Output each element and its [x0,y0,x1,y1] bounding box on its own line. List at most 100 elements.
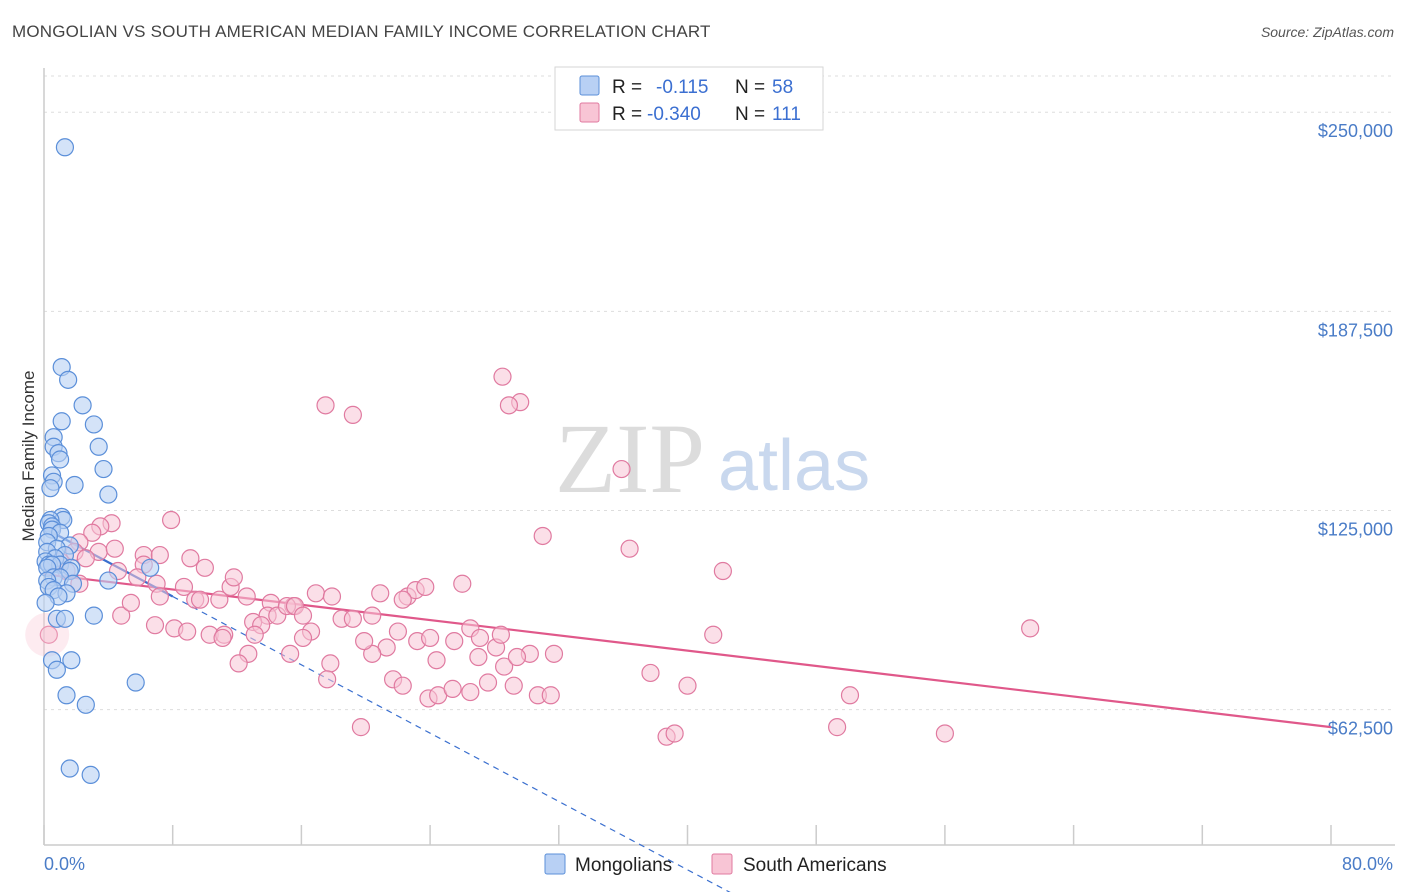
south-american-point [322,587,342,606]
south-american-point [195,558,214,577]
south-american-point [470,628,490,648]
south-american-point [245,625,264,644]
y-tick-label: $187,500 [1318,320,1393,340]
mongolian-point [57,686,76,705]
south-american-point [478,673,498,692]
x-tick-label-min: 0.0% [44,854,85,874]
south-american-point [321,654,340,673]
watermark-atlas: atlas [718,426,870,506]
mongolian-point [84,606,103,625]
south-american-point [306,584,325,603]
mongolian-point [99,571,118,590]
south-american-point [469,647,488,667]
south-american-point [491,625,510,644]
south-american-point [421,628,440,648]
south-american-point [935,724,955,743]
south-american-point [293,606,313,625]
south-american-point [210,590,229,609]
bottom-legend-mongolians: Mongolians [575,855,672,876]
south-american-point [453,574,472,593]
grid-lines [44,75,1395,711]
south-american-point [612,459,631,479]
south-american-point [318,670,337,689]
legend-swatch-south-americans [579,102,600,123]
chart-title: MONGOLIAN VS SOUTH AMERICAN MEDIAN FAMIL… [12,22,711,41]
south-american-points [25,367,1040,746]
mongolian-point [59,370,78,389]
south-american-point [541,686,560,705]
south-american-point [620,539,639,558]
y-tick-label: $125,000 [1318,519,1393,539]
south-american-point [393,676,412,695]
south-american-point [293,628,313,648]
south-american-point [641,663,660,683]
mongolian-point [60,759,79,778]
bottom-legend-south-americans: South Americans [743,855,887,876]
legend-box [554,66,824,131]
south-american-point [105,539,124,558]
south-american-point [181,549,200,568]
mongolian-point [94,459,113,479]
mongolian-point [89,437,108,456]
south-american-point [213,628,232,648]
legend-r-label-south-americans: R = [612,104,642,125]
y-tick-label: $250,000 [1318,121,1393,141]
legend-r-value-mongolians: -0.115 [656,77,708,98]
mongolian-point [41,479,60,498]
south-american-point [112,606,131,625]
mongolian-point [36,593,55,612]
south-american-point [150,545,169,565]
south-american-point [39,625,58,644]
legend-swatch-mongolians [579,75,600,96]
south-american-point [83,523,102,542]
legend-n-value-south-americans: 111 [772,104,801,125]
mongolian-point [84,415,103,434]
south-american-point [544,644,564,663]
south-american-point [665,724,684,743]
south-american-point [504,676,523,695]
bottom-legend-swatch-south-americans [711,853,733,875]
south-american-point [76,549,95,568]
legend-r-value-south-americans: -0.340 [647,104,701,125]
south-american-point [343,609,362,628]
mongolian-point [55,609,75,628]
south-american-point [351,718,371,737]
mongolian-point [126,673,145,692]
watermark-zip: ZIP [555,403,705,514]
chart-source: Source: ZipAtlas.com [1260,24,1394,40]
south-american-point [840,686,860,705]
south-american-point [704,625,723,644]
legend-n-label-south-americans: N = [735,104,765,125]
mongolian-point [141,558,160,577]
south-american-point [461,682,480,702]
mongolian-point [65,475,84,495]
south-american-point [190,590,210,609]
south-american-point [229,654,248,673]
legend-n-value-mongolians: 58 [772,77,793,98]
mongolian-point [55,138,75,157]
south-american-point [416,577,435,597]
south-american-point [145,616,165,635]
south-american-point [363,606,382,625]
south-american-point [1021,619,1040,638]
mongolian-point [52,412,71,431]
mongolian-points [36,138,160,785]
south-american-point [507,647,527,667]
south-american-point [281,644,300,663]
south-american-point [150,587,169,606]
south-american-point [237,587,256,606]
south-american-point [495,657,514,676]
south-american-point [128,568,147,587]
south-american-point [713,561,732,581]
south-american-point [224,568,243,587]
mongolian-point [62,651,81,670]
mongolian-point [99,485,118,504]
legend-r-label-mongolians: R = [612,77,642,98]
south-american-point [445,631,464,651]
south-american-point [499,396,519,415]
y-tick-label: $62,500 [1328,719,1393,739]
south-american-point [343,405,362,424]
south-american-point [828,718,847,737]
south-american-point [161,510,181,530]
